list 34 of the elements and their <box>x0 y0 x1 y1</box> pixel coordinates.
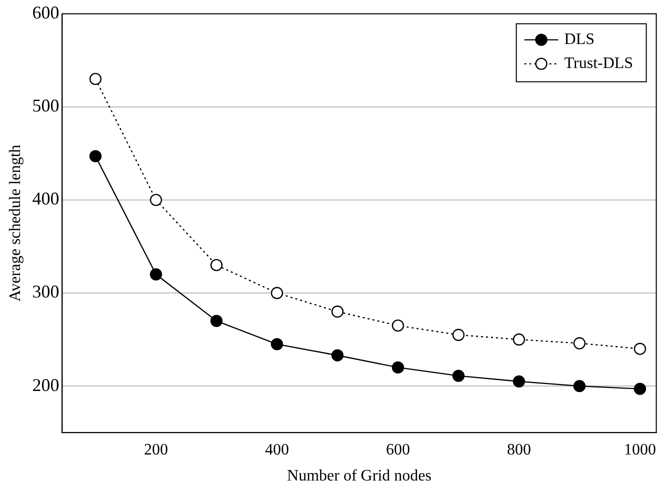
y-axis-title: Average schedule length <box>6 144 24 302</box>
point <box>634 382 646 395</box>
point <box>210 314 223 328</box>
x-tick-label: 400 <box>264 441 289 458</box>
point <box>331 349 344 362</box>
x-tick-label: 200 <box>144 441 168 458</box>
point <box>452 370 465 382</box>
point <box>270 286 284 300</box>
point <box>573 337 586 350</box>
legend-label: DLS <box>564 31 595 48</box>
point <box>210 258 223 272</box>
point <box>392 319 404 332</box>
x-axis-title: Number of Grid nodes <box>287 468 432 485</box>
point <box>392 361 404 374</box>
point <box>270 338 284 350</box>
x-tick-label: 600 <box>386 441 410 458</box>
point <box>573 380 586 392</box>
legend-label: Trust-DLS <box>564 55 634 72</box>
point <box>331 306 344 318</box>
point <box>452 328 465 341</box>
x-tick-label: 1000 <box>624 441 656 458</box>
point <box>512 333 526 346</box>
point <box>150 194 162 206</box>
x-tick-label: 800 <box>506 441 531 458</box>
y-tick-label: 500 <box>32 96 60 116</box>
point <box>150 268 162 280</box>
point <box>512 375 526 388</box>
point <box>634 342 646 355</box>
y-tick-label: 400 <box>32 188 60 209</box>
y-tick-label: 300 <box>32 282 60 302</box>
point <box>89 150 102 162</box>
y-tick-label: 600 <box>32 2 60 23</box>
point <box>89 72 102 86</box>
y-tick-label: 200 <box>32 374 60 395</box>
